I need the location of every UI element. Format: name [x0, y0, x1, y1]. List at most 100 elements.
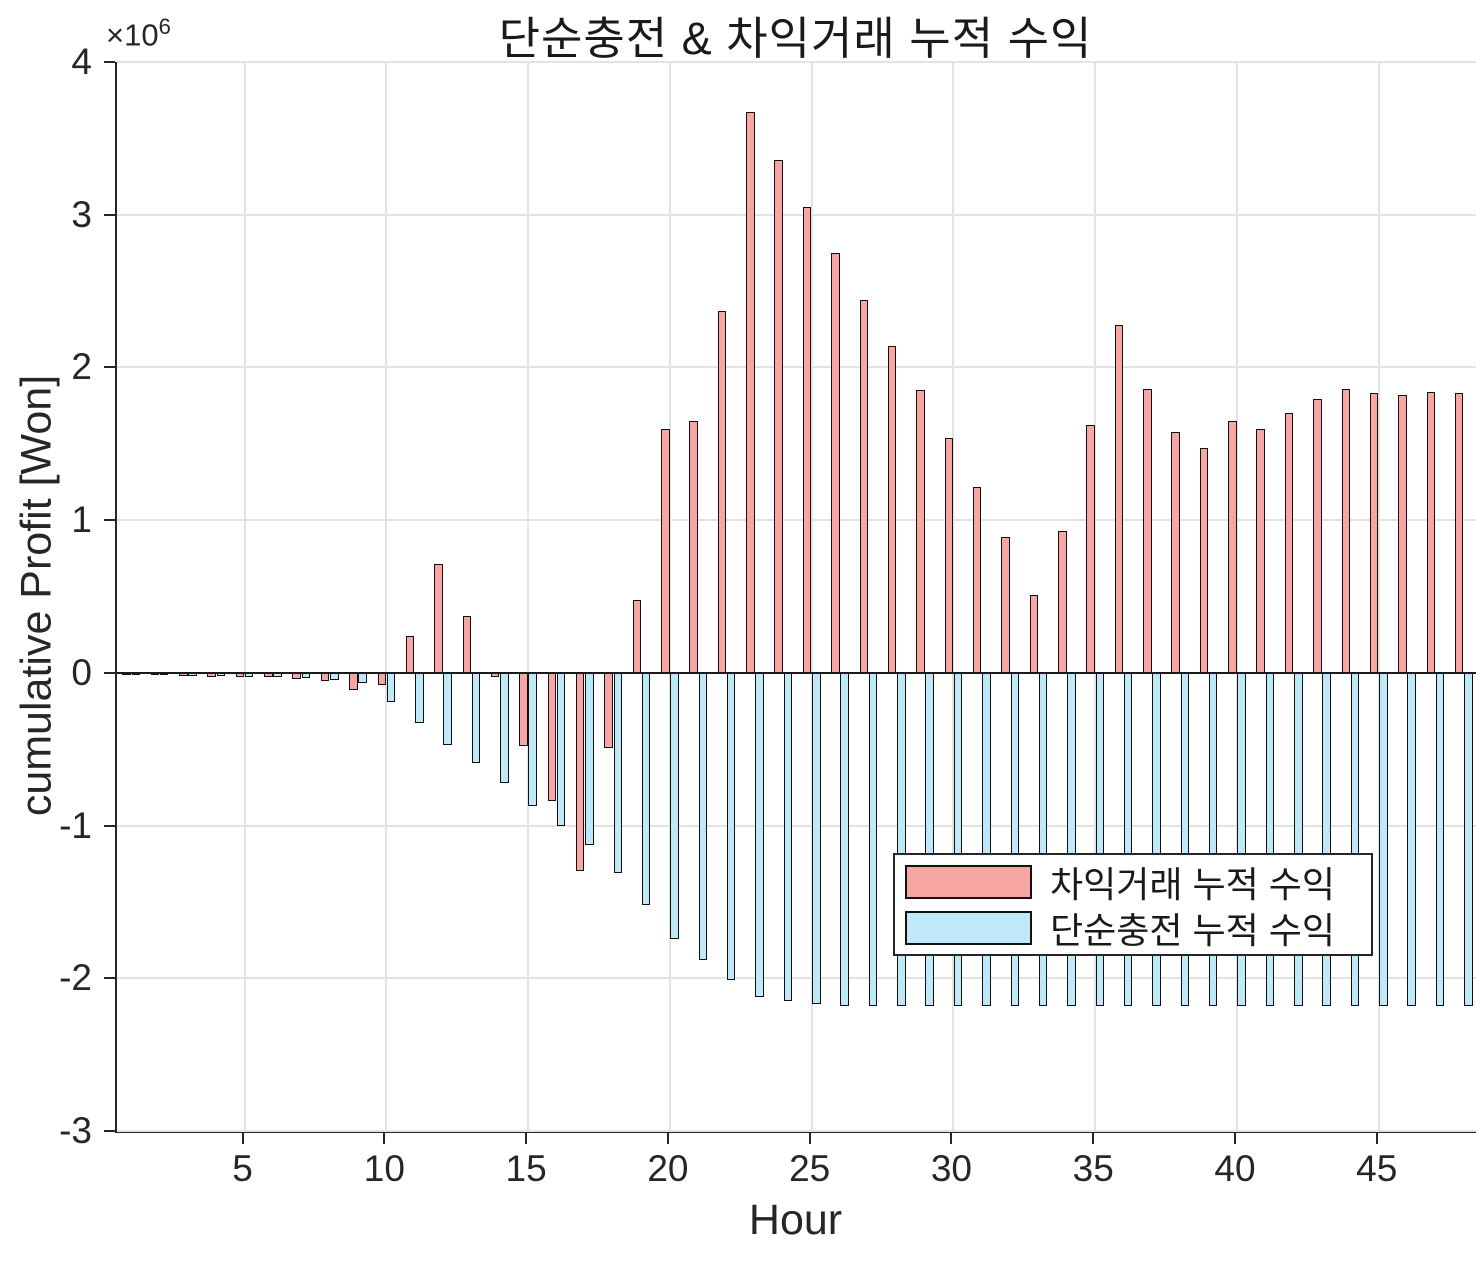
- bar-arbitrage-h17: [575, 672, 585, 872]
- bar-charging-h9: [358, 672, 367, 683]
- gridline-v-35: [1094, 62, 1097, 1131]
- chart-title: 단순충전 & 차익거래 누적 수익: [498, 13, 1093, 64]
- legend-label-arbitrage: 차익거래 누적 수익: [1050, 863, 1335, 905]
- bar-arbitrage-h8: [320, 672, 330, 682]
- gridline-h-4: [117, 61, 1476, 63]
- legend-swatch-charging: [905, 910, 1032, 945]
- bar-arbitrage-h25: [802, 207, 812, 673]
- x-tick-10: [383, 1133, 386, 1144]
- bar-arbitrage-h13: [462, 616, 472, 673]
- bar-charging-h13: [471, 672, 481, 763]
- bar-arbitrage-h43: [1313, 399, 1322, 673]
- bar-charging-h12: [443, 672, 452, 745]
- plot-area: [115, 61, 1476, 1133]
- bar-arbitrage-h9: [349, 672, 358, 690]
- bar-arbitrage-h29: [916, 390, 925, 673]
- bar-charging-h24: [783, 672, 793, 1002]
- y-tick--2: [104, 977, 115, 980]
- bar-charging-h11: [415, 672, 424, 724]
- gridline-v-5: [243, 62, 246, 1131]
- y-tick-4: [104, 61, 115, 63]
- bar-arbitrage-h41: [1256, 428, 1265, 673]
- x-tick-label-10: 10: [363, 1148, 405, 1189]
- bar-charging-h47: [1435, 672, 1445, 1006]
- y-axis-multiplier: ×106: [106, 14, 171, 53]
- bar-arbitrage-h36: [1114, 324, 1124, 673]
- bar-arbitrage-h19: [632, 599, 642, 673]
- bar-charging-h15: [528, 672, 537, 806]
- y-tick-label--1: -1: [59, 804, 92, 846]
- bar-arbitrage-h30: [944, 437, 954, 673]
- gridline-h--1: [117, 824, 1476, 827]
- bar-arbitrage-h39: [1199, 448, 1209, 673]
- bar-charging-h48: [1464, 672, 1473, 1006]
- bar-arbitrage-h12: [434, 564, 443, 673]
- y-axis-multiplier-base: ×10: [106, 17, 159, 53]
- legend-entry-arbitrage: 차익거래 누적 수익: [905, 863, 1361, 905]
- bar-arbitrage-h22: [717, 310, 727, 673]
- bar-charging-h27: [868, 672, 878, 1006]
- bar-arbitrage-h44: [1341, 388, 1351, 673]
- bar-charging-h26: [840, 672, 849, 1006]
- y-tick-label--2: -2: [59, 957, 92, 999]
- y-tick-label-4: 4: [71, 41, 92, 82]
- legend: 차익거래 누적 수익 단순충전 누적 수익: [893, 853, 1373, 956]
- y-tick-2: [104, 366, 115, 369]
- bar-arbitrage-h11: [405, 636, 415, 673]
- y-tick-3: [104, 213, 115, 216]
- y-tick-0: [104, 671, 115, 674]
- x-tick-20: [666, 1133, 669, 1144]
- bar-arbitrage-h10: [377, 672, 386, 686]
- x-tick-label-45: 45: [1356, 1148, 1398, 1189]
- x-tick-label-20: 20: [647, 1148, 689, 1189]
- gridline-v-25: [810, 62, 813, 1131]
- bar-charging-h18: [613, 672, 623, 873]
- bar-charging-h8: [330, 672, 339, 680]
- x-tick-label-35: 35: [1072, 1148, 1114, 1189]
- y-tick-label-3: 3: [71, 193, 92, 235]
- y-tick-label--3: -3: [59, 1110, 92, 1151]
- bar-arbitrage-h24: [774, 159, 783, 673]
- gridline-v-40: [1235, 62, 1238, 1131]
- bar-arbitrage-h21: [689, 420, 698, 673]
- bar-charging-h23: [755, 672, 764, 997]
- bar-charging-h19: [641, 672, 651, 905]
- bar-arbitrage-h38: [1171, 431, 1180, 673]
- bar-charging-h21: [698, 672, 708, 960]
- bar-arbitrage-h37: [1143, 388, 1152, 673]
- x-tick-25: [808, 1133, 811, 1144]
- x-tick-label-5: 5: [232, 1148, 253, 1189]
- y-tick-label-1: 1: [71, 499, 92, 541]
- bar-arbitrage-h34: [1058, 530, 1067, 673]
- gridline-h--3: [117, 1130, 1476, 1132]
- bar-arbitrage-h47: [1426, 391, 1436, 673]
- bar-charging-h16: [556, 672, 566, 826]
- y-axis-label: cumulative Profit [Won]: [12, 374, 61, 817]
- bar-arbitrage-h48: [1454, 393, 1464, 673]
- bar-arbitrage-h15: [519, 672, 528, 747]
- bar-arbitrage-h33: [1029, 594, 1039, 673]
- legend-swatch-arbitrage: [905, 864, 1032, 899]
- y-tick--3: [104, 1130, 115, 1132]
- bar-arbitrage-h27: [859, 300, 869, 673]
- x-tick-30: [950, 1133, 953, 1144]
- bar-arbitrage-h20: [661, 428, 670, 673]
- legend-label-charging: 단순충전 누적 수익: [1050, 909, 1335, 951]
- gridline-h-3: [117, 213, 1476, 216]
- bar-charging-h20: [670, 672, 679, 939]
- bar-arbitrage-h26: [831, 252, 840, 673]
- gridline-h-2: [117, 366, 1476, 369]
- gridline-v-10: [385, 62, 388, 1131]
- bar-arbitrage-h46: [1398, 394, 1407, 673]
- bar-arbitrage-h35: [1086, 425, 1095, 673]
- bar-arbitrage-h23: [746, 112, 755, 673]
- gridline-v-30: [952, 62, 955, 1131]
- y-tick-1: [104, 519, 115, 522]
- x-tick-label-25: 25: [789, 1148, 831, 1189]
- bar-arbitrage-h16: [547, 672, 557, 802]
- bar-arbitrage-h42: [1284, 413, 1294, 673]
- bar-charging-h14: [500, 672, 509, 783]
- y-tick-label-2: 2: [71, 346, 92, 388]
- bar-arbitrage-h45: [1369, 393, 1379, 673]
